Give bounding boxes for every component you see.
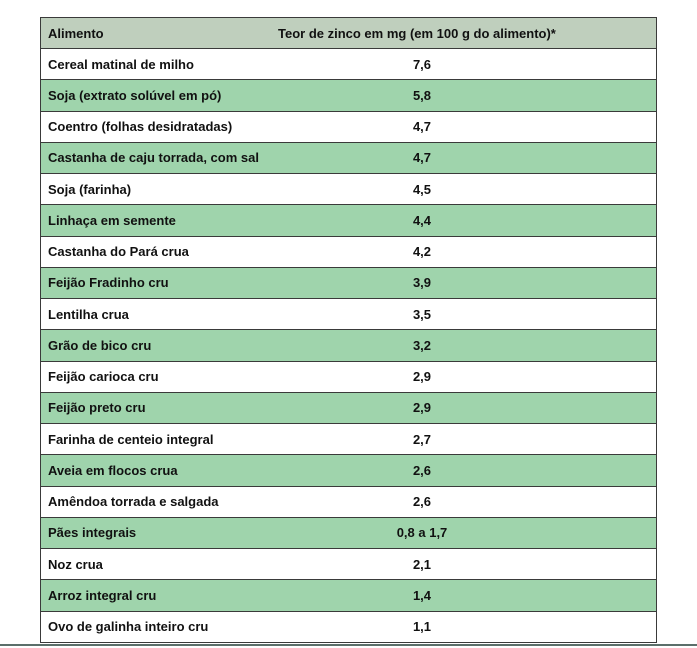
zinc-cell: 7,6 [278,48,657,81]
header-row: Alimento Teor de zinco em mg (em 100 g d… [40,17,657,49]
food-cell: Cereal matinal de milho [40,48,278,81]
table-body: Cereal matinal de milho 7,6 Soja (extrato … [40,48,657,643]
food-cell: Ovo de galinha inteiro cru [40,611,278,643]
zinc-cell: 4,7 [278,111,657,143]
table-row: Lentilha crua 3,5 [40,298,657,331]
table-row: Feijão Fradinho cru 3,9 [40,267,657,300]
zinc-cell: 0,8 a 1,7 [278,517,657,550]
bottom-rule [0,644,697,646]
food-cell: Castanha do Pará crua [40,236,278,268]
zinc-cell: 3,5 [278,298,657,331]
food-cell: Feijão Fradinho cru [40,267,278,300]
table-row: Pães integrais 0,8 a 1,7 [40,517,657,550]
food-cell: Soja (farinha) [40,173,278,206]
zinc-cell: 2,9 [278,392,657,425]
food-cell: Soja (extrato solúvel em pó) [40,79,278,112]
table-row: Cereal matinal de milho 7,6 [40,48,657,81]
zinc-cell: 4,7 [278,142,657,175]
food-cell: Pães integrais [40,517,278,550]
table-row: Soja (farinha) 4,5 [40,173,657,206]
zinc-cell: 2,7 [278,423,657,456]
zinc-cell: 2,6 [278,454,657,487]
zinc-cell: 1,4 [278,579,657,612]
table-row: Castanha de caju torrada, com sal 4,7 [40,142,657,175]
table-row: Amêndoa torrada e salgada 2,6 [40,486,657,518]
food-cell: Lentilha crua [40,298,278,331]
table-row: Arroz integral cru 1,4 [40,579,657,612]
food-cell: Linhaça em semente [40,204,278,237]
zinc-cell: 4,5 [278,173,657,206]
table-row: Farinha de centeio integral 2,7 [40,423,657,456]
table-row: Feijão preto cru 2,9 [40,392,657,425]
food-cell: Aveia em flocos crua [40,454,278,487]
food-cell: Noz crua [40,548,278,581]
zinc-cell: 3,9 [278,267,657,300]
food-cell: Amêndoa torrada e salgada [40,486,278,518]
food-cell: Coentro (folhas desidratadas) [40,111,278,143]
food-cell: Farinha de centeio integral [40,423,278,456]
table-row: Soja (extrato solúvel em pó) 5,8 [40,79,657,112]
food-cell: Grão de bico cru [40,329,278,362]
zinc-cell: 3,2 [278,329,657,362]
table-row: Feijão carioca cru 2,9 [40,361,657,393]
zinc-cell: 2,6 [278,486,657,518]
table-row: Castanha do Pará crua 4,2 [40,236,657,268]
food-cell: Feijão preto cru [40,392,278,425]
table-row: Aveia em flocos crua 2,6 [40,454,657,487]
food-cell: Castanha de caju torrada, com sal [40,142,278,175]
zinc-cell: 2,9 [278,361,657,393]
zinc-cell: 4,2 [278,236,657,268]
header-cell: Alimento [40,17,278,49]
zinc-table: Alimento Teor de zinco em mg (em 100 g d… [40,17,657,643]
zinc-cell: 1,1 [278,611,657,643]
table-row: Coentro (folhas desidratadas) 4,7 [40,111,657,143]
table-row: Grão de bico cru 3,2 [40,329,657,362]
food-cell: Feijão carioca cru [40,361,278,393]
table-row: Ovo de galinha inteiro cru 1,1 [40,611,657,643]
table-head: Alimento Teor de zinco em mg (em 100 g d… [40,17,657,49]
table-row: Noz crua 2,1 [40,548,657,581]
zinc-cell: 2,1 [278,548,657,581]
header-cell: Teor de zinco em mg (em 100 g do aliment… [278,17,657,49]
zinc-cell: 5,8 [278,79,657,112]
table-row: Linhaça em semente 4,4 [40,204,657,237]
food-cell: Arroz integral cru [40,579,278,612]
zinc-cell: 4,4 [278,204,657,237]
